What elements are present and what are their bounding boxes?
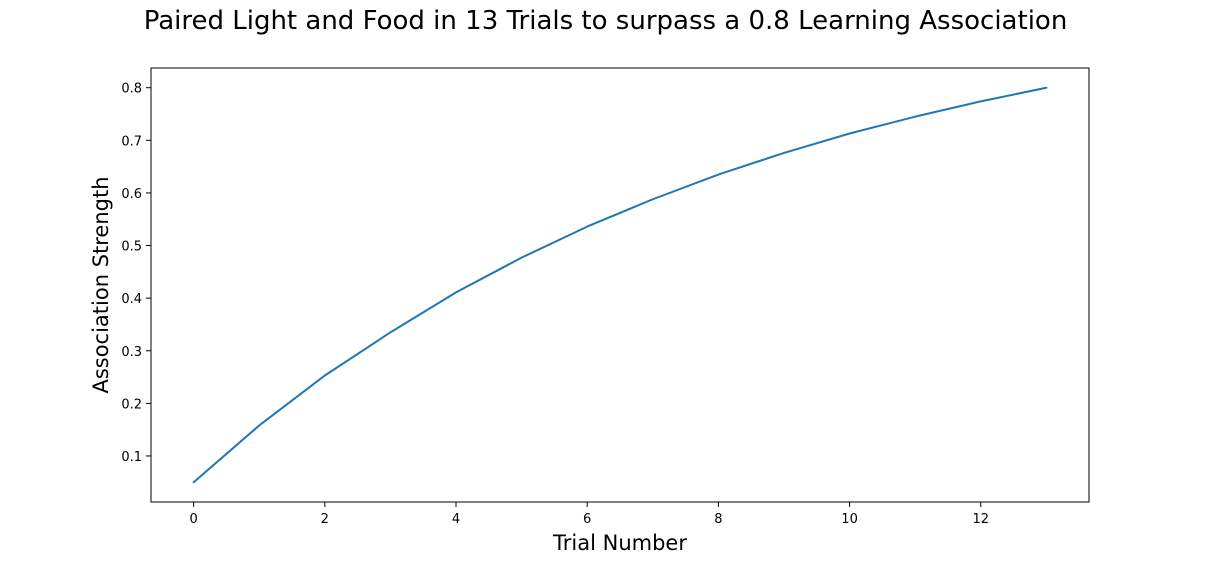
x-tick-label: 0 [189,512,197,527]
x-tick-label: 8 [714,512,722,527]
series-line [192,86,1048,484]
x-tick-label: 12 [972,512,989,527]
y-tick-label: 0.8 [121,82,142,97]
y-tick-label: 0.3 [121,345,142,360]
chart-title: Paired Light and Food in 13 Trials to su… [143,6,1068,36]
y-tick-label: 0.5 [121,240,142,255]
y-tick-label: 0.2 [121,397,142,412]
y-tick-label: 0.4 [121,292,142,307]
x-tick-label: 6 [583,512,591,527]
x-axis: 0 2 4 6 8 10 12 [189,502,989,527]
series-group [192,86,1048,484]
x-tick-label: 10 [841,512,858,527]
y-axis-label: Association Strength [89,176,113,393]
y-axis: 0.1 0.2 0.3 0.4 0.5 0.6 0.7 0.8 [121,82,151,465]
plot-frame [150,67,1090,503]
x-axis-label: Trial Number [552,531,687,555]
y-tick-label: 0.7 [121,134,142,149]
x-tick-label: 4 [452,512,460,527]
x-tick-label: 2 [321,512,329,527]
y-tick-label: 0.6 [121,187,142,202]
y-tick-label: 0.1 [121,450,142,465]
